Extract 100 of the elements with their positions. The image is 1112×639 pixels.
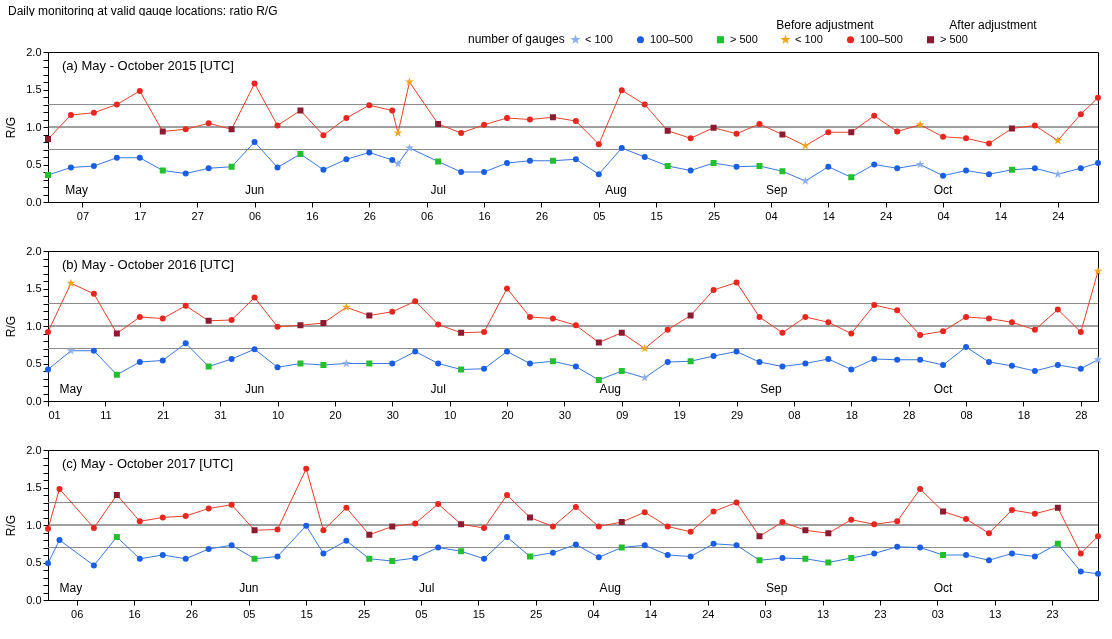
point — [251, 294, 258, 301]
x-tick-label: 23 — [1046, 607, 1059, 620]
x-tick-label: 15 — [472, 607, 485, 620]
point — [393, 128, 403, 137]
point — [320, 362, 327, 368]
point — [572, 541, 579, 548]
point — [45, 329, 51, 335]
point — [320, 550, 327, 557]
point — [802, 555, 809, 562]
legend-label: < 100 — [795, 32, 823, 45]
point — [1031, 165, 1038, 172]
point — [641, 154, 648, 160]
y-tick-label: 2.0 — [26, 45, 42, 58]
point — [526, 514, 533, 521]
y-tick-label: 1.5 — [26, 481, 42, 493]
point — [113, 492, 120, 498]
point — [251, 527, 258, 534]
point — [963, 314, 970, 320]
point — [618, 368, 625, 374]
point — [848, 555, 855, 561]
x2-tick-label: Jul — [430, 382, 446, 396]
point — [871, 161, 878, 168]
y-tick-label: 1.5 — [26, 83, 42, 95]
point — [1095, 160, 1101, 166]
x-tick-label: 11 — [100, 408, 112, 421]
point — [595, 141, 602, 148]
point — [182, 513, 189, 519]
point — [159, 514, 166, 521]
legend-title: number of gauges — [468, 32, 565, 46]
point — [1054, 504, 1061, 511]
point — [756, 557, 763, 564]
point — [1054, 362, 1061, 368]
point — [985, 359, 992, 365]
point — [458, 329, 465, 336]
point — [1077, 550, 1084, 557]
x2-tick-label: May — [59, 581, 83, 595]
point — [595, 523, 602, 530]
point — [848, 366, 855, 373]
x-tick-label: 14 — [644, 607, 658, 620]
x-tick-label: 10 — [271, 408, 285, 421]
point — [963, 552, 970, 558]
x-tick-label: 30 — [386, 408, 399, 421]
point — [963, 344, 970, 350]
y-tick-label: 1.0 — [26, 518, 42, 531]
point — [894, 518, 901, 525]
point — [940, 133, 947, 140]
point — [985, 557, 992, 564]
point — [940, 172, 947, 179]
point — [641, 542, 648, 549]
point — [113, 101, 120, 108]
point — [664, 326, 671, 333]
point — [412, 555, 419, 561]
point — [481, 329, 488, 335]
x-tick-label: 25 — [530, 607, 543, 620]
point — [228, 317, 235, 323]
x-tick-label: 18 — [845, 408, 858, 421]
point — [389, 157, 396, 163]
point — [56, 537, 63, 543]
point — [733, 163, 740, 170]
x-tick-label: 26 — [363, 209, 376, 222]
point — [435, 121, 442, 127]
x-tick-label: 15 — [650, 209, 663, 222]
point — [687, 553, 694, 560]
x2-tick-label: Jun — [239, 581, 259, 595]
point — [56, 486, 63, 492]
point — [182, 126, 189, 133]
point — [756, 314, 763, 320]
point — [640, 344, 650, 353]
point — [205, 505, 212, 512]
point — [251, 346, 258, 353]
y-tick-label: 0.5 — [26, 158, 42, 170]
point — [458, 521, 465, 528]
x-tick-label: 30 — [558, 408, 572, 421]
x-tick-label: 21 — [157, 408, 170, 421]
x-tick-label: 04 — [587, 607, 600, 620]
point — [1053, 136, 1063, 145]
x-tick-label: 20 — [329, 408, 342, 421]
point — [940, 362, 947, 368]
point — [733, 542, 740, 549]
point — [1095, 94, 1101, 101]
point — [303, 522, 310, 529]
x-tick-label: 16 — [306, 209, 319, 222]
x-tick-label: 01 — [48, 408, 61, 421]
point — [66, 346, 76, 355]
x-tick-label: 03 — [759, 607, 772, 620]
point — [205, 120, 212, 127]
y-tick-label: 0.0 — [26, 394, 42, 407]
point — [710, 287, 717, 293]
x-tick-label: 17 — [134, 209, 147, 222]
point — [228, 356, 235, 362]
point — [894, 165, 901, 172]
point — [67, 112, 74, 118]
point — [526, 314, 533, 320]
point — [779, 329, 786, 336]
point — [90, 347, 97, 354]
point — [940, 508, 947, 515]
point — [297, 322, 304, 329]
x2-tick-label: Jul — [419, 581, 435, 595]
x-tick-label: 09 — [616, 408, 629, 421]
point — [159, 315, 166, 322]
